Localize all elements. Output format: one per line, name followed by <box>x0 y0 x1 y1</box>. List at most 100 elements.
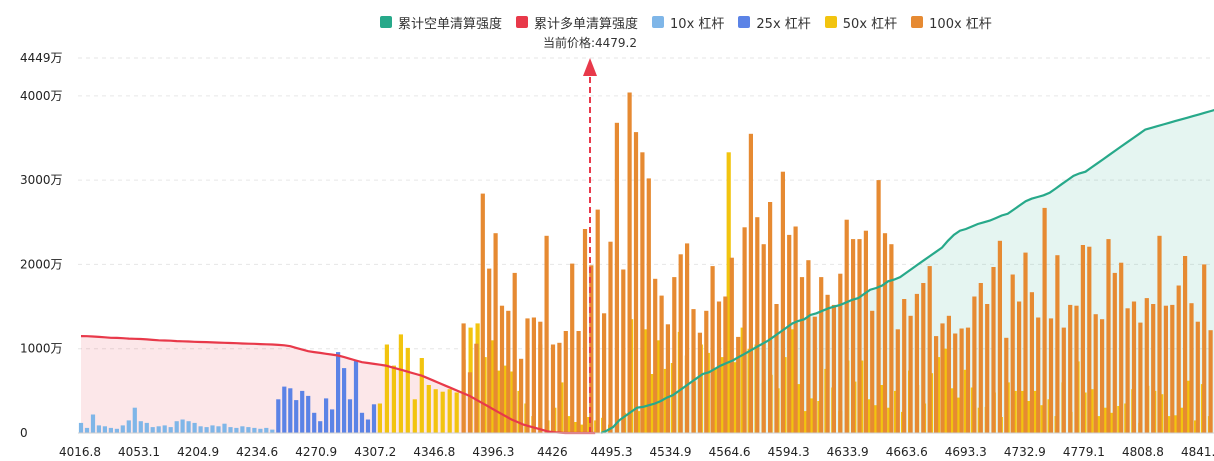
bar <box>162 425 167 433</box>
bar <box>985 304 990 433</box>
bar <box>419 358 424 433</box>
bar <box>633 132 639 433</box>
bar <box>84 427 90 433</box>
bar <box>726 152 731 434</box>
bar <box>953 333 958 433</box>
bar <box>621 269 626 433</box>
bar <box>712 368 717 433</box>
bar <box>538 321 543 433</box>
current-price-label: 当前价格:4479.2 <box>543 35 637 50</box>
x-tick-label: 4693.3 <box>945 445 987 459</box>
bar <box>174 421 179 433</box>
x-tick-label: 4779.1 <box>1063 445 1105 459</box>
bar <box>1017 301 1022 433</box>
bar <box>114 428 119 433</box>
x-tick-label: 4426 <box>537 445 568 459</box>
current-price-arrow <box>583 58 597 76</box>
bar <box>825 294 830 433</box>
bar <box>733 362 738 433</box>
x-tick-label: 4346.8 <box>413 445 455 459</box>
y-tick-label: 2000万 <box>20 257 63 271</box>
bar <box>359 412 365 433</box>
y-tick-label: 4000万 <box>20 89 63 103</box>
bar <box>876 180 881 433</box>
bar <box>510 371 515 433</box>
bar <box>729 257 734 433</box>
legend-label: 100x 杠杆 <box>929 16 992 32</box>
bar <box>1033 390 1038 433</box>
y-tick-label: 1000万 <box>20 342 63 356</box>
bar <box>1183 256 1188 433</box>
area-fill <box>601 110 1214 433</box>
bar <box>793 226 798 433</box>
legend-label: 50x 杠杆 <box>842 16 898 32</box>
bar <box>1189 303 1194 433</box>
bar <box>365 419 371 433</box>
legend-swatch <box>652 16 665 28</box>
legend-item[interactable]: 50x 杠杆 <box>824 13 898 32</box>
bar <box>318 421 323 433</box>
y-tick-label: 4449万 <box>20 51 63 65</box>
bar <box>934 336 939 433</box>
x-tick-label: 4594.3 <box>768 445 810 459</box>
legend-item[interactable]: 累计多单清算强度 <box>516 13 638 32</box>
bar <box>342 368 347 433</box>
bar <box>1096 416 1101 433</box>
bar <box>1010 274 1015 433</box>
bar <box>489 340 494 433</box>
legend-label: 累计空单清算强度 <box>398 16 503 32</box>
x-tick-label: 4053.1 <box>118 445 160 459</box>
bar <box>120 425 125 433</box>
bar <box>1138 322 1143 433</box>
bar <box>1144 298 1149 433</box>
legend-item[interactable]: 100x 杠杆 <box>911 13 992 32</box>
bar <box>132 407 137 433</box>
bar <box>659 295 664 433</box>
bar <box>819 277 824 433</box>
bar <box>942 348 948 433</box>
bar <box>697 332 702 433</box>
bar <box>914 293 919 433</box>
bar <box>557 342 562 433</box>
bar <box>480 193 485 433</box>
legend-item[interactable]: 25x 杠杆 <box>738 13 811 32</box>
bar <box>234 427 239 433</box>
bar <box>653 278 658 433</box>
bar <box>1074 305 1079 433</box>
bar <box>1100 319 1105 433</box>
bar <box>1103 407 1108 433</box>
bar <box>831 304 836 433</box>
bar <box>863 230 868 433</box>
bar <box>288 388 293 433</box>
bar <box>1110 412 1115 433</box>
bar <box>519 358 524 433</box>
bar <box>870 310 875 433</box>
x-tick-label: 4270.9 <box>295 445 337 459</box>
bar <box>276 399 281 433</box>
bar <box>672 277 677 433</box>
x-tick-label: 4534.9 <box>650 445 692 459</box>
legend-swatch <box>824 16 837 28</box>
bar <box>1163 305 1168 433</box>
bar <box>889 244 894 433</box>
bar <box>384 344 389 433</box>
bar <box>210 425 215 433</box>
bar <box>391 365 396 433</box>
bar <box>589 265 594 433</box>
bar <box>405 347 410 433</box>
bar <box>1170 304 1175 433</box>
x-tick-label: 4564.6 <box>709 445 751 459</box>
x-tick-label: 4732.9 <box>1004 445 1046 459</box>
bar <box>789 329 794 433</box>
bar <box>580 424 585 433</box>
bar <box>956 397 961 433</box>
legend-item[interactable]: 10x 杠杆 <box>652 13 724 32</box>
bar <box>866 399 871 433</box>
bar <box>595 209 600 433</box>
bar <box>1087 246 1092 433</box>
legend-item[interactable]: 累计空单清算强度 <box>380 13 502 32</box>
bar <box>1166 416 1171 433</box>
bar <box>306 395 311 433</box>
bar <box>544 235 549 433</box>
bar <box>576 331 581 433</box>
